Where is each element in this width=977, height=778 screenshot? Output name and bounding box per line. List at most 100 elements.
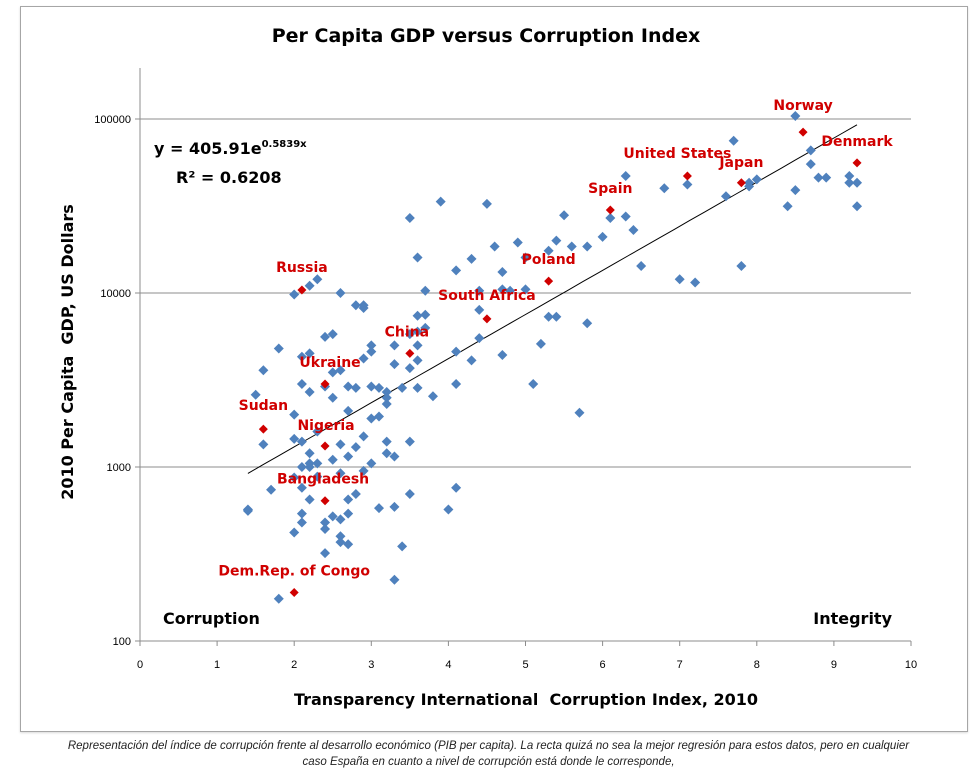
data-point [736,260,747,271]
data-point [412,355,423,366]
data-point [551,235,562,246]
data-point [782,201,793,212]
highlight-point-russia [297,285,307,295]
data-point [312,426,323,437]
x-tick-label: 7 [677,659,683,671]
data-point [350,488,361,499]
data-point [343,508,354,519]
data-point [404,436,415,447]
data-point [289,527,300,538]
data-point [474,304,485,315]
data-point [466,253,477,264]
data-point [397,382,408,393]
data-point [389,574,400,585]
data-point [358,465,369,476]
country-label-russia: Russia [276,260,328,276]
data-point [358,353,369,364]
data-point [296,517,307,528]
data-point [489,241,500,252]
data-point [751,174,762,185]
data-point [466,355,477,366]
data-point [381,448,392,459]
data-point [497,267,508,278]
data-point [381,392,392,403]
data-point [335,468,346,479]
highlight-point-nigeria [320,441,330,451]
data-point [728,135,739,146]
data-point [451,378,462,389]
data-point [304,348,315,359]
scatter-chart: Per Capita GDP versus Corruption Index 1… [58,25,917,709]
data-point [412,252,423,263]
data-point [389,359,400,370]
country-label-united-states: United States [623,146,731,162]
data-point [296,378,307,389]
data-point [381,399,392,410]
data-point [805,145,816,156]
data-point [374,411,385,422]
x-tick-label: 2 [291,659,297,671]
data-point [358,302,369,313]
data-point [551,311,562,322]
data-point [304,458,315,469]
data-point [574,407,585,418]
data-point [289,472,300,483]
data-point [304,494,315,505]
corner-label-corruption: Corruption [163,609,260,628]
y-tick-label: 100000 [94,114,131,126]
data-point [296,482,307,493]
data-point [497,284,508,295]
data-point [296,436,307,447]
data-point [397,541,408,552]
data-point [690,277,701,288]
data-point [250,389,261,400]
data-point [682,179,693,190]
data-point [350,442,361,453]
highlight-point-sudan [258,424,268,434]
data-point [327,367,338,378]
corner-label-integrity: Integrity [813,609,892,628]
data-point [374,503,385,514]
data-point [304,386,315,397]
data-point [381,386,392,397]
country-label-denmark: Denmark [821,134,893,150]
data-point [327,392,338,403]
data-point [582,318,593,329]
x-tick-label: 8 [754,659,760,671]
data-point [366,340,377,351]
data-point [320,331,331,342]
x-tick-label: 1 [214,659,220,671]
data-point [659,183,670,194]
data-point [389,451,400,462]
data-point [320,517,331,528]
data-point [374,382,385,393]
data-point [412,382,423,393]
data-point [852,177,863,188]
data-point [628,225,639,236]
data-point [528,378,539,389]
highlighted-points [258,127,862,597]
highlight-point-united-states [682,171,692,181]
data-point [404,212,415,223]
country-label-sudan: Sudan [239,398,289,414]
data-point [335,537,346,548]
data-point [327,454,338,465]
data-point [844,171,855,182]
y-tick-label: 1000 [107,462,131,474]
country-label-poland: Poland [522,252,576,268]
highlight-point-bangladesh [320,496,330,506]
x-tick-label: 10 [905,659,917,671]
data-point [366,413,377,424]
r-squared-label: R² = 0.6208 [176,168,282,187]
equation-exponent: 0.5839x [262,139,308,150]
data-point [559,210,570,221]
data-point [474,285,485,296]
x-tick-label: 0 [137,659,143,671]
data-point [481,198,492,209]
y-tick-labels: 100 1000 10000 100000 [94,114,131,648]
data-points [242,111,863,604]
data-point [474,333,485,344]
data-point [320,524,331,535]
data-point [343,494,354,505]
